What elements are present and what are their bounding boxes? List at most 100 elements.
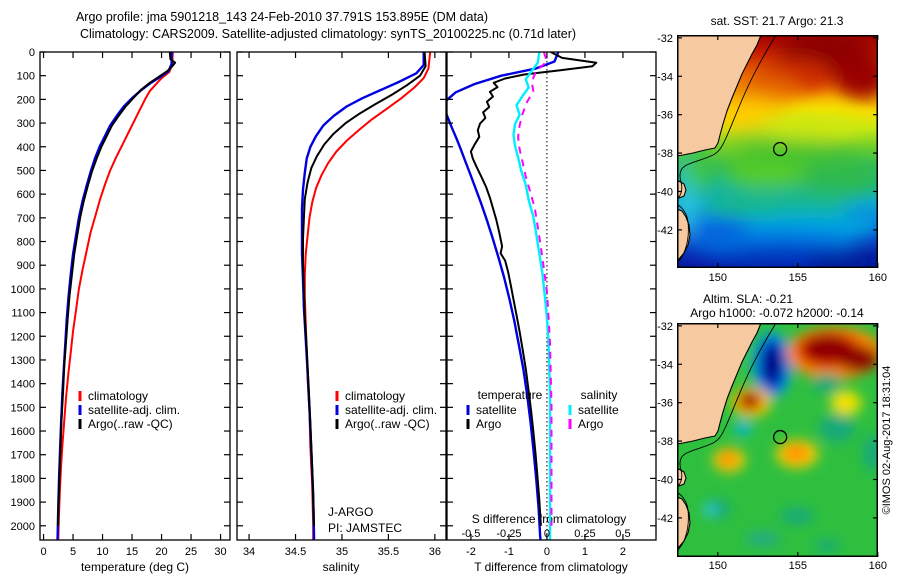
s-tick-label: -0.5	[461, 528, 480, 540]
depth-tick-label: 2000	[11, 521, 35, 533]
map-lon-label: 150	[709, 560, 727, 572]
salinity-panel: 34 34.5 35 35.5 36 climatologysatellite-adj. …	[236, 51, 447, 558]
x-tick-label: 35	[336, 546, 348, 558]
depth-tick-label: 1800	[11, 473, 35, 485]
depth-tick-label: 1600	[11, 426, 35, 438]
x-tick-label: 25	[185, 546, 197, 558]
map-lat-label: -38	[657, 436, 673, 448]
legend-label: Argo(..raw -QC)	[345, 417, 430, 431]
temperature-xlabel: temperature (deg C)	[81, 560, 189, 574]
depth-tick-label: 1500	[11, 402, 35, 414]
depth-tick-label: 100	[17, 71, 35, 83]
profile-panels: 0 5 10 15 20 25 300100200300400500600700800900…	[11, 47, 657, 558]
figure-title-line2: Climatology: CARS2009. Satellite-adjuste…	[80, 27, 576, 41]
series-s-diff-argo	[517, 52, 553, 526]
sla-map-ticks	[677, 323, 879, 557]
s-tick-label: 0	[544, 528, 550, 540]
legend-label: Argo	[476, 417, 502, 431]
annotation-j-argo: J-ARGO	[328, 505, 373, 519]
x-tick-label: 1	[582, 546, 588, 558]
series-argo-raw-qc-	[302, 52, 427, 526]
map-lat-label: -34	[657, 71, 673, 83]
x-tick-label: 35.5	[378, 546, 399, 558]
depth-tick-label: 500	[17, 165, 35, 177]
x-tick-label: 0	[40, 546, 46, 558]
s-tick-label: -0.25	[496, 528, 521, 540]
depth-tick-label: 200	[17, 94, 35, 106]
x-tick-label: 34	[243, 546, 255, 558]
axes-frame	[446, 51, 657, 541]
depth-tick-label: 1100	[11, 308, 35, 320]
x-tick-label: -1	[504, 546, 514, 558]
legend-label: climatology	[88, 389, 148, 403]
sla-field-blobs	[703, 323, 878, 552]
x-tick-label: 10	[96, 546, 108, 558]
x-tick-label: 2	[620, 546, 626, 558]
legend-label: climatology	[345, 389, 405, 403]
map-lat-label: -42	[657, 225, 673, 237]
sst-map-frame	[677, 35, 878, 268]
map-lon-label: 155	[789, 560, 807, 572]
map-tick-labels: 150 155 160 -32 -34 -36 -38 -40 -42 150 155 160 -32 -…	[657, 33, 887, 572]
map-lat-label: -42	[657, 513, 673, 525]
x-tick-label: 15	[126, 546, 138, 558]
series-t-diff-argo	[469, 52, 598, 526]
sla-map-title-line2: Argo h1000: -0.072 h2000: -0.14	[690, 306, 864, 320]
depth-tick-label: 1900	[11, 497, 35, 509]
depth-tick-label: 1000	[11, 284, 35, 296]
map-lat-label: -32	[657, 33, 673, 45]
annotation-pi-jamstec: PI: JAMSTEC	[328, 521, 402, 535]
map-lat-label: -38	[657, 148, 673, 160]
x-tick-label: 0	[544, 546, 550, 558]
map-lat-label: -36	[657, 398, 673, 410]
float-position-marker	[772, 429, 788, 445]
depth-tick-label: 1700	[11, 450, 35, 462]
x-tick-label: 36	[429, 546, 441, 558]
s-tick-label: 0.5	[615, 528, 630, 540]
axes-frame	[236, 51, 447, 541]
series-group	[56, 52, 177, 540]
sst-map	[677, 35, 879, 268]
x-tick-label: 20	[155, 546, 167, 558]
figure-title-line1: Argo profile: jma 5901218_143 24-Feb-201…	[76, 10, 488, 24]
legend-label: Argo	[578, 417, 604, 431]
x-tick-label: 34.5	[285, 546, 306, 558]
depth-tick-label: 1300	[11, 355, 35, 367]
depth-tick-label: 0	[29, 47, 35, 59]
map-lon-label: 160	[869, 560, 887, 572]
x-tick-label: 5	[70, 546, 76, 558]
series-satellite-adj-clim-	[300, 52, 425, 540]
map-lat-label: -36	[657, 110, 673, 122]
sst-field-blobs	[678, 35, 878, 268]
series-s-diff-satellite	[512, 52, 552, 540]
x-tick-label: -2	[466, 546, 476, 558]
series-satellite-adj-clim-	[56, 52, 173, 540]
sst-map-ticks	[677, 35, 879, 268]
legend-label: satellite-adj. clim.	[88, 403, 180, 417]
sla-map-title-line1: Altim. SLA: -0.21	[703, 292, 793, 306]
map-lon-label: 160	[869, 272, 887, 284]
map-lat-label: -40	[657, 186, 673, 198]
depth-tick-label: 1400	[11, 379, 35, 391]
sst-map-title: sat. SST: 21.7 Argo: 21.3	[711, 14, 844, 28]
series-group	[300, 52, 432, 540]
axes-frame	[39, 51, 231, 541]
series-climatology	[57, 52, 174, 540]
difference-panel: -2 -1 0 1 2temperaturesatelliteArgosalinitys…	[446, 51, 657, 558]
float-position-marker	[772, 141, 788, 157]
depth-tick-label: 900	[17, 260, 35, 272]
legend-label: Argo(..raw -QC)	[88, 417, 173, 431]
depth-tick-label: 600	[17, 189, 35, 201]
legend-label: satellite	[476, 403, 517, 417]
map-lon-label: 155	[789, 272, 807, 284]
map-lat-label: -34	[657, 359, 673, 371]
sla-map-frame	[677, 323, 878, 557]
depth-tick-label: 300	[17, 118, 35, 130]
depth-tick-label: 1200	[11, 331, 35, 343]
salinity-xlabel: salinity	[323, 560, 360, 574]
legend-group-header: salinity	[581, 388, 618, 402]
map-lat-label: -32	[657, 321, 673, 333]
x-tick-label: 30	[214, 546, 226, 558]
series-argo-raw-qc-	[57, 52, 177, 526]
